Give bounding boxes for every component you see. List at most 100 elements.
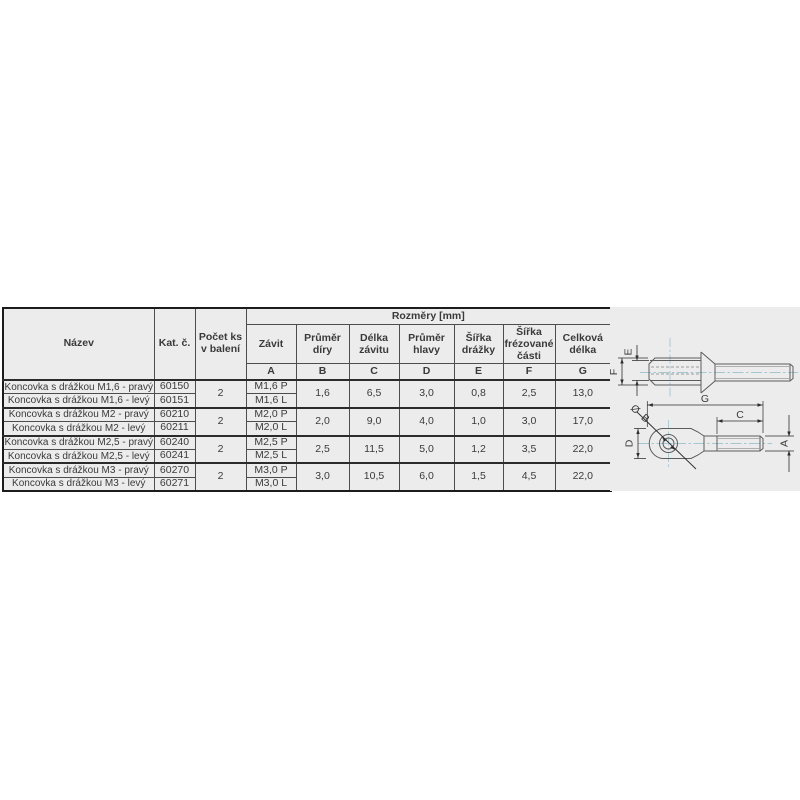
cell-nazev: Koncovka s drážkou M2 - levý: [2, 421, 155, 437]
cell-dim-f: 3,0: [502, 406, 556, 437]
header-col-zavit: Závit: [245, 324, 297, 364]
cell-kat: 60240: [153, 434, 196, 450]
cell-zavit: M2,0 L: [245, 421, 297, 437]
header-col-prumer-diry: Průměr díry: [295, 324, 350, 364]
table-row: Koncovka s drážkou M2,5 - pravý 60240 2 …: [2, 434, 612, 464]
cell-dim-b: 2,5: [295, 434, 350, 464]
cell-kat: 60150: [153, 379, 196, 395]
table-row: Koncovka s drážkou M3 - pravý 60270 2 M3…: [2, 462, 612, 492]
header-col-sirka-frezovane: Šířka frézované části: [502, 324, 556, 364]
arrowhead: [662, 437, 667, 442]
header-col-prumer-hlavy: Průměr hlavy: [398, 324, 455, 364]
dim-label-a: A: [779, 440, 791, 447]
arrowhead: [620, 358, 624, 364]
table-row: Koncovka s drážkou M1,6 - levý 60151 M1,…: [2, 393, 611, 409]
table-row: Koncovka s drážkou M1,6 - pravý 60150 2 …: [2, 379, 612, 409]
header-letter-e: E: [453, 363, 504, 381]
cell-zavit: M2,0 P: [245, 406, 297, 423]
cell-nazev: Koncovka s drážkou M2,5 - pravý: [2, 434, 155, 450]
cell-dim-e: 1,5: [453, 462, 504, 492]
cell-dim-d: 5,0: [398, 434, 455, 464]
cell-dim-d: 4,0: [398, 406, 455, 437]
drawing-panel: E F: [608, 307, 800, 491]
header-letter-g: G: [554, 363, 612, 381]
cell-dim-d: 3,0: [398, 379, 455, 409]
cell-kat: 60210: [153, 406, 196, 423]
header-col-celkova-delka: Celková délka: [554, 324, 612, 364]
cell-dim-f: 3,5: [502, 434, 556, 464]
arrowhead: [636, 453, 640, 458]
arrowhead: [620, 379, 624, 385]
dim-label-g: G: [701, 393, 709, 405]
cell-nazev: Koncovka s drážkou M3 - pravý: [2, 462, 155, 478]
header-nazev: Název: [2, 307, 155, 381]
arrowhead: [787, 431, 791, 437]
cell-dim-c: 10,5: [348, 462, 400, 492]
header-letter-c: C: [348, 363, 400, 381]
cell-dim-g: 22,0: [554, 434, 612, 464]
cell-nazev: Koncovka s drážkou M1,6 - pravý: [2, 379, 155, 395]
arrowhead: [635, 380, 639, 386]
header-rozmery: Rozměry [mm]: [245, 307, 612, 325]
cell-dim-b: 3,0: [295, 462, 350, 492]
header-pocet: Počet ks v balení: [194, 307, 247, 381]
cell-pocet: 2: [194, 434, 247, 464]
cell-dim-c: 9,0: [348, 406, 400, 437]
cell-zavit: M3,0 P: [245, 462, 297, 478]
table-row: Koncovka s drážkou M2 - pravý 60210 2 M2…: [2, 406, 612, 437]
cell-kat: 60241: [153, 448, 196, 464]
product-band: Název Kat. č. Počet ks v balení Rozměry …: [0, 307, 800, 493]
header-letter-a: A: [245, 363, 297, 381]
side-view: E F: [608, 338, 798, 399]
arrowhead: [787, 450, 791, 456]
cell-dim-c: 11,5: [348, 434, 400, 464]
header-letter-f: F: [502, 363, 556, 381]
dim-label-c: C: [736, 409, 744, 421]
arrowhead: [647, 403, 653, 407]
cell-dim-c: 6,5: [348, 379, 400, 409]
header-col-sirka-drazky: Šířka drážky: [453, 324, 504, 364]
cell-dim-b: 2,0: [295, 406, 350, 437]
cell-zavit: M1,6 L: [245, 393, 297, 409]
cell-dim-g: 13,0: [554, 379, 612, 409]
dim-label-e: E: [623, 348, 635, 355]
dim-label-d: D: [624, 439, 636, 447]
header-letter-d: D: [398, 363, 455, 381]
cell-dim-e: 1,2: [453, 434, 504, 464]
arrowhead: [717, 419, 723, 423]
table-row: Koncovka s drážkou M2,5 - levý 60241 M2,…: [2, 448, 611, 464]
hole-inner: [662, 437, 675, 450]
cell-dim-f: 4,5: [502, 462, 556, 492]
cell-nazev: Koncovka s drážkou M3 - levý: [2, 476, 155, 492]
arrowhead: [670, 445, 675, 450]
cell-kat: 60270: [153, 462, 196, 478]
hole-outer: [659, 434, 678, 453]
cell-kat: 60271: [153, 476, 196, 492]
dim-label-b-diameter: Ø B: [628, 402, 653, 426]
arrowhead: [757, 419, 763, 423]
cell-pocet: 2: [194, 406, 247, 437]
header-letter-b: B: [295, 363, 350, 381]
cell-dim-g: 17,0: [554, 406, 612, 437]
cell-nazev: Koncovka s drážkou M2 - pravý: [2, 406, 155, 423]
cell-dim-d: 6,0: [398, 462, 455, 492]
cell-pocet: 2: [194, 379, 247, 409]
header-col-delka-zavitu: Délka závitu: [348, 324, 400, 364]
front-view: G C D A: [624, 393, 794, 472]
header-kat: Kat. č.: [153, 307, 196, 381]
technical-drawing: E F: [608, 338, 798, 472]
cell-zavit: M2,5 P: [245, 434, 297, 450]
cell-zavit: M1,6 P: [245, 379, 297, 395]
cell-zavit: M3,0 L: [245, 476, 297, 492]
cell-zavit: M2,5 L: [245, 448, 297, 464]
cell-dim-e: 1,0: [453, 406, 504, 437]
cell-dim-b: 1,6: [295, 379, 350, 409]
cell-nazev: Koncovka s drážkou M2,5 - levý: [2, 448, 155, 464]
cell-dim-e: 0,8: [453, 379, 504, 409]
cell-nazev: Koncovka s drážkou M1,6 - levý: [2, 393, 155, 409]
product-table: Název Kat. č. Počet ks v balení Rozměry …: [2, 307, 613, 493]
cell-kat: 60151: [153, 393, 196, 409]
cell-pocet: 2: [194, 462, 247, 492]
cell-dim-g: 22,0: [554, 462, 612, 492]
cell-kat: 60211: [153, 421, 196, 437]
